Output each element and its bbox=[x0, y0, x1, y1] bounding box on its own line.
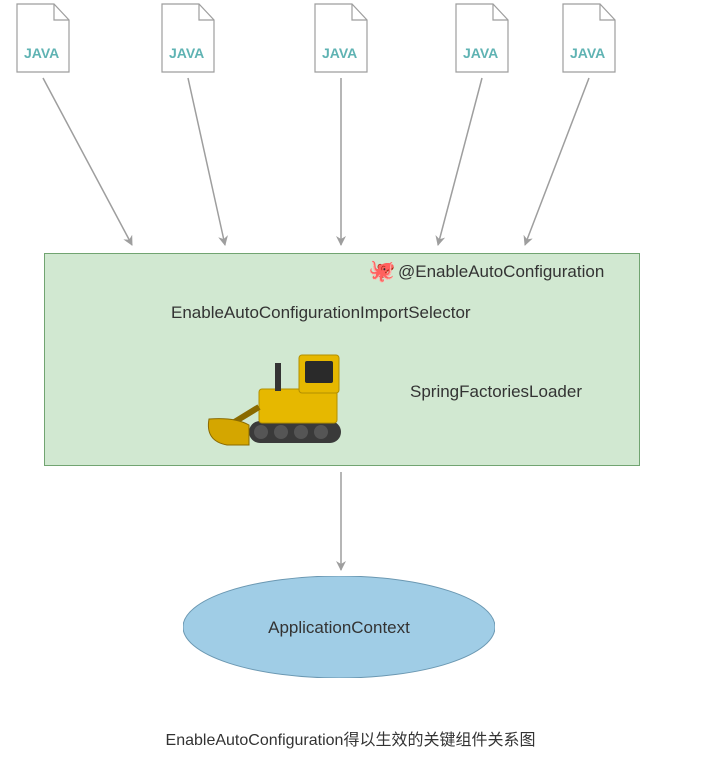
svg-text:JAVA: JAVA bbox=[463, 45, 498, 61]
spring-factories-label: SpringFactoriesLoader bbox=[410, 382, 582, 402]
svg-text:JAVA: JAVA bbox=[570, 45, 605, 61]
import-selector-label: EnableAutoConfigurationImportSelector bbox=[171, 303, 471, 323]
config-box: 🐙 @EnableAutoConfiguration EnableAutoCon… bbox=[44, 253, 640, 466]
java-file-icon: JAVA bbox=[312, 2, 370, 74]
application-context-label: ApplicationContext bbox=[268, 618, 410, 637]
java-file-icon: JAVA bbox=[159, 2, 217, 74]
java-file-icon: JAVA bbox=[560, 2, 618, 74]
svg-text:JAVA: JAVA bbox=[322, 45, 357, 61]
java-file-icon: JAVA bbox=[453, 2, 511, 74]
application-context-node: ApplicationContext bbox=[183, 576, 495, 678]
enable-autoconfig-annotation: @EnableAutoConfiguration bbox=[398, 262, 604, 282]
bulldozer-icon bbox=[205, 333, 363, 451]
svg-text:JAVA: JAVA bbox=[169, 45, 204, 61]
java-file-icon: JAVA bbox=[14, 2, 72, 74]
diagram-canvas: JAVA JAVA JAVA JAVA JAVA bbox=[0, 0, 701, 759]
diagram-caption: EnableAutoConfiguration得以生效的关键组件关系图 bbox=[0, 726, 701, 750]
java-file-label: JAVA bbox=[24, 45, 59, 61]
octopus-icon: 🐙 bbox=[368, 260, 395, 282]
